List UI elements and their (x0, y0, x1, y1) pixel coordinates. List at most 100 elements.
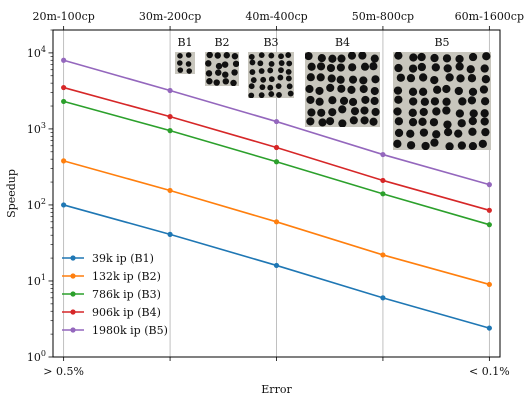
particle (408, 108, 417, 117)
data-point-2-4 (486, 222, 492, 228)
particle (285, 52, 292, 59)
particle (317, 54, 326, 63)
data-point-2-0 (61, 98, 67, 105)
particle (267, 84, 274, 91)
particle (370, 54, 379, 63)
particle (479, 85, 489, 94)
legend-marker-3 (70, 309, 76, 315)
particle (432, 130, 441, 139)
particle (230, 79, 237, 86)
legend-label-4: 1980k ip (B5) (92, 324, 168, 337)
particle (445, 73, 454, 82)
particle (326, 63, 336, 73)
particle (250, 77, 257, 84)
particle (430, 75, 439, 85)
particle (338, 119, 347, 127)
particle (469, 109, 478, 118)
particle (480, 117, 489, 126)
particle (315, 86, 324, 96)
series-1 (61, 158, 492, 288)
particle (348, 97, 358, 107)
data-point-3-4 (486, 207, 492, 213)
particle (185, 61, 192, 67)
top-tick-label-4: 60m-1600cp (455, 10, 524, 23)
y-axis-title: Speedup (5, 169, 18, 218)
particle (361, 95, 370, 104)
particle (306, 73, 315, 82)
particle (213, 79, 220, 86)
particle (276, 92, 282, 98)
particle (287, 90, 294, 97)
particle (360, 106, 369, 115)
particle (409, 97, 418, 106)
particle (307, 108, 316, 117)
legend-label-0: 39k ip (B1) (92, 252, 154, 265)
particle (481, 75, 491, 84)
data-point-0-4 (486, 325, 492, 331)
particle (337, 54, 346, 63)
data-point-3-1 (167, 114, 173, 120)
series-4 (61, 57, 492, 188)
particle (347, 85, 356, 94)
particle (360, 116, 369, 125)
particle (275, 83, 282, 90)
particle (468, 52, 478, 62)
inset-particles-2 (248, 52, 294, 98)
particle (278, 53, 284, 60)
particle (328, 96, 337, 105)
particle (326, 83, 335, 92)
particle (358, 52, 367, 60)
legend-item-3: 906k ip (B4) (62, 306, 161, 319)
particle (260, 76, 267, 83)
particle (305, 84, 314, 94)
particle (480, 109, 489, 118)
particle (248, 53, 255, 60)
particle (268, 52, 275, 59)
inset-label-0: B1 (177, 36, 192, 49)
particle (249, 69, 256, 75)
data-point-4-3 (380, 151, 386, 158)
particle (394, 52, 403, 60)
particle (467, 96, 477, 105)
particle (306, 117, 315, 126)
inset-particles-1 (205, 52, 239, 86)
particle (177, 60, 183, 66)
particle (259, 84, 266, 91)
data-point-2-2 (273, 159, 280, 165)
particle (327, 74, 336, 83)
legend-item-0: 39k ip (B1) (62, 252, 154, 265)
particle (468, 127, 477, 136)
data-point-0-3 (380, 295, 386, 301)
inset-particles-4 (393, 52, 491, 150)
particle (443, 127, 453, 137)
data-point-1-2 (273, 219, 280, 225)
particle (278, 60, 285, 66)
particle (231, 69, 238, 76)
particle (393, 86, 403, 95)
data-point-0-1 (167, 231, 173, 237)
legend: 39k ip (B1) 132k ip (B2) 786k ip (B3) 906k … (62, 252, 168, 337)
particle (248, 92, 255, 98)
particle (186, 68, 193, 74)
legend-marker-1 (70, 273, 76, 279)
particle (371, 107, 380, 117)
particle (359, 84, 368, 94)
inset-label-3: B4 (335, 36, 350, 49)
y-tick-label-1: 101 (27, 273, 46, 288)
particle (277, 74, 284, 81)
particle (466, 65, 475, 74)
particle (359, 76, 368, 85)
particle (316, 62, 326, 71)
particle (360, 62, 370, 71)
particle (419, 128, 429, 137)
data-point-4-4 (486, 182, 492, 188)
particle (370, 86, 379, 96)
particle (326, 117, 335, 126)
data-point-3-0 (61, 84, 67, 91)
particle (468, 116, 477, 126)
particle (394, 117, 404, 126)
inset-background-2 (248, 52, 294, 98)
particle (396, 73, 405, 82)
series-group (61, 57, 492, 331)
